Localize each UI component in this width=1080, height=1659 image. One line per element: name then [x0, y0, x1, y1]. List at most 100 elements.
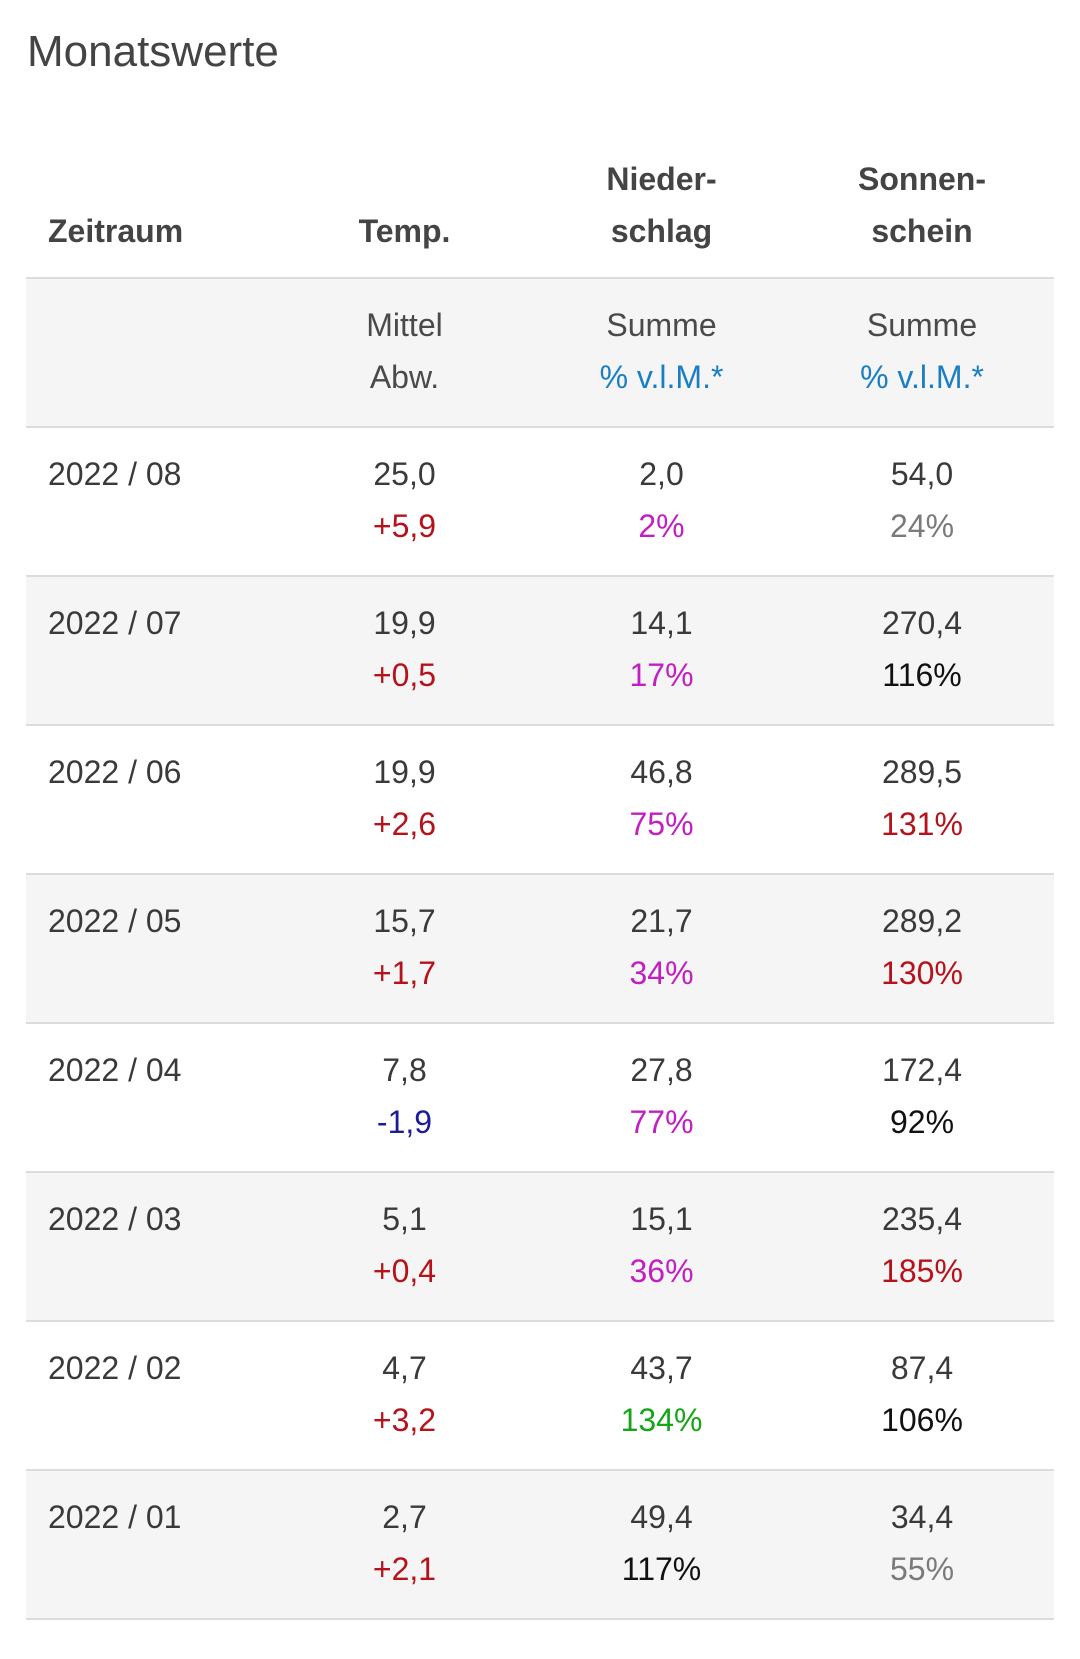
units-zeitraum [26, 299, 276, 426]
period-value: 2022 / 03 [48, 1201, 182, 1237]
temp-mean-value: 5,1 [382, 1201, 427, 1237]
sun-percent-value: 131% [881, 806, 963, 842]
sun-percent-value: 116% [882, 657, 962, 693]
precip-sum-value: 27,8 [630, 1052, 693, 1088]
header-sonnenschein-line2: schein [871, 213, 973, 249]
sun-sum-value: 34,4 [890, 1499, 954, 1535]
sun-percent-value: 130% [881, 955, 963, 991]
cell-temperature: 19,9 +0,5 [276, 597, 533, 724]
cell-precipitation: 49,4 117% [533, 1491, 790, 1618]
header-niederschlag-line2: schlag [610, 213, 713, 249]
sun-sum-value: 289,5 [881, 754, 963, 790]
precip-percent-value: 75% [629, 806, 694, 842]
temp-deviation-value: +1,7 [372, 955, 437, 991]
sun-percent-value: 185% [881, 1253, 963, 1289]
units-sonnenschein-summe: Summe [866, 307, 978, 343]
period-value: 2022 / 05 [48, 903, 182, 939]
precip-sum-value: 49,4 [630, 1499, 693, 1535]
header-sonnenschein-line1: Sonnen- [858, 161, 986, 197]
cell-period: 2022 / 08 [26, 448, 276, 575]
cell-precipitation: 21,7 34% [533, 895, 790, 1022]
cell-temperature: 25,0 +5,9 [276, 448, 533, 575]
precip-percent-value: 17% [629, 657, 694, 693]
header-temp: Temp. [358, 213, 451, 249]
period-value: 2022 / 01 [48, 1499, 182, 1535]
precip-percent-value: 36% [629, 1253, 694, 1289]
temp-mean-value: 19,9 [373, 605, 436, 641]
cell-precipitation: 46,8 75% [533, 746, 790, 873]
temp-deviation-value: +2,1 [372, 1551, 437, 1587]
sun-sum-value: 235,4 [881, 1201, 963, 1237]
cell-precipitation: 43,7 134% [533, 1342, 790, 1469]
period-value: 2022 / 06 [48, 754, 182, 790]
precip-percent-value: 134% [620, 1402, 703, 1438]
table-row: 2022 / 05 15,7 +1,7 21,7 34% 289,2 130% [26, 875, 1054, 1024]
temp-mean-value: 2,7 [382, 1499, 427, 1535]
sun-sum-value: 289,2 [881, 903, 963, 939]
precip-sum-value: 43,7 [630, 1350, 693, 1386]
units-niederschlag-summe: Summe [606, 307, 717, 343]
cell-sunshine: 34,4 55% [790, 1491, 1054, 1618]
header-sonnenschein: Sonnen- schein [790, 153, 1054, 257]
precip-percent-value: 77% [629, 1104, 694, 1140]
table-row: 2022 / 07 19,9 +0,5 14,1 17% 270,4 116% [26, 577, 1054, 726]
cell-period: 2022 / 03 [26, 1193, 276, 1320]
cell-temperature: 4,7 +3,2 [276, 1342, 533, 1469]
temp-mean-value: 4,7 [382, 1350, 427, 1386]
sun-sum-value: 172,4 [881, 1052, 963, 1088]
precip-percent-value: 2% [638, 508, 685, 544]
sun-percent-value: 55% [889, 1551, 955, 1587]
precip-sum-value: 15,1 [630, 1201, 693, 1237]
temp-mean-value: 19,9 [373, 754, 436, 790]
temp-deviation-value: +2,6 [372, 806, 437, 842]
units-temp: Mittel Abw. [276, 299, 533, 426]
cell-period: 2022 / 01 [26, 1491, 276, 1618]
period-value: 2022 / 02 [48, 1350, 182, 1386]
cell-period: 2022 / 02 [26, 1342, 276, 1469]
precip-sum-value: 21,7 [630, 903, 693, 939]
table-row: 2022 / 01 2,7 +2,1 49,4 117% 34,4 55% [26, 1471, 1054, 1620]
cell-temperature: 5,1 +0,4 [276, 1193, 533, 1320]
sun-percent-value: 92% [889, 1104, 955, 1140]
cell-period: 2022 / 05 [26, 895, 276, 1022]
header-zeitraum: Zeitraum [48, 213, 184, 249]
table-row: 2022 / 06 19,9 +2,6 46,8 75% 289,5 131% [26, 726, 1054, 875]
units-sonnenschein: Summe % v.l.M.* [790, 299, 1054, 426]
temp-deviation-value: +0,5 [372, 657, 437, 693]
period-value: 2022 / 07 [48, 605, 182, 641]
cell-temperature: 7,8 -1,9 [276, 1044, 533, 1171]
cell-period: 2022 / 07 [26, 597, 276, 724]
temp-deviation-value: +3,2 [372, 1402, 437, 1438]
cell-period: 2022 / 04 [26, 1044, 276, 1171]
table-row: 2022 / 04 7,8 -1,9 27,8 77% 172,4 92% [26, 1024, 1054, 1173]
units-niederschlag: Summe % v.l.M.* [533, 299, 790, 426]
period-value: 2022 / 04 [48, 1052, 182, 1088]
temp-mean-value: 25,0 [373, 456, 436, 492]
precip-sum-value: 2,0 [639, 456, 684, 492]
cell-temperature: 19,9 +2,6 [276, 746, 533, 873]
units-niederschlag-pct-link[interactable]: % v.l.M.* [599, 359, 724, 395]
cell-sunshine: 270,4 116% [790, 597, 1054, 724]
units-sonnenschein-pct-link[interactable]: % v.l.M.* [860, 359, 984, 395]
precip-sum-value: 14,1 [630, 605, 693, 641]
sun-sum-value: 87,4 [890, 1350, 954, 1386]
cell-temperature: 2,7 +2,1 [276, 1491, 533, 1618]
precip-percent-value: 34% [629, 955, 694, 991]
header-niederschlag: Nieder- schlag [533, 153, 790, 257]
cell-sunshine: 87,4 106% [790, 1342, 1054, 1469]
table-row: 2022 / 08 25,0 +5,9 2,0 2% 54,0 24% [26, 428, 1054, 577]
cell-precipitation: 27,8 77% [533, 1044, 790, 1171]
sun-percent-value: 24% [889, 508, 955, 544]
cell-temperature: 15,7 +1,7 [276, 895, 533, 1022]
table-units-row: Mittel Abw. Summe % v.l.M.* Summe % v.l.… [26, 279, 1054, 428]
cell-period: 2022 / 06 [26, 746, 276, 873]
cell-sunshine: 289,5 131% [790, 746, 1054, 873]
sun-sum-value: 54,0 [890, 456, 954, 492]
temp-deviation-value: -1,9 [376, 1104, 433, 1140]
monthly-values-table: Zeitraum Temp. Nieder- schlag Sonnen- sc… [26, 138, 1054, 1620]
cell-sunshine: 289,2 130% [790, 895, 1054, 1022]
cell-precipitation: 15,1 36% [533, 1193, 790, 1320]
sun-percent-value: 106% [881, 1402, 963, 1438]
table-body: 2022 / 08 25,0 +5,9 2,0 2% 54,0 24% 2022 / 07 19… [26, 428, 1054, 1620]
temp-mean-value: 15,7 [373, 903, 436, 939]
